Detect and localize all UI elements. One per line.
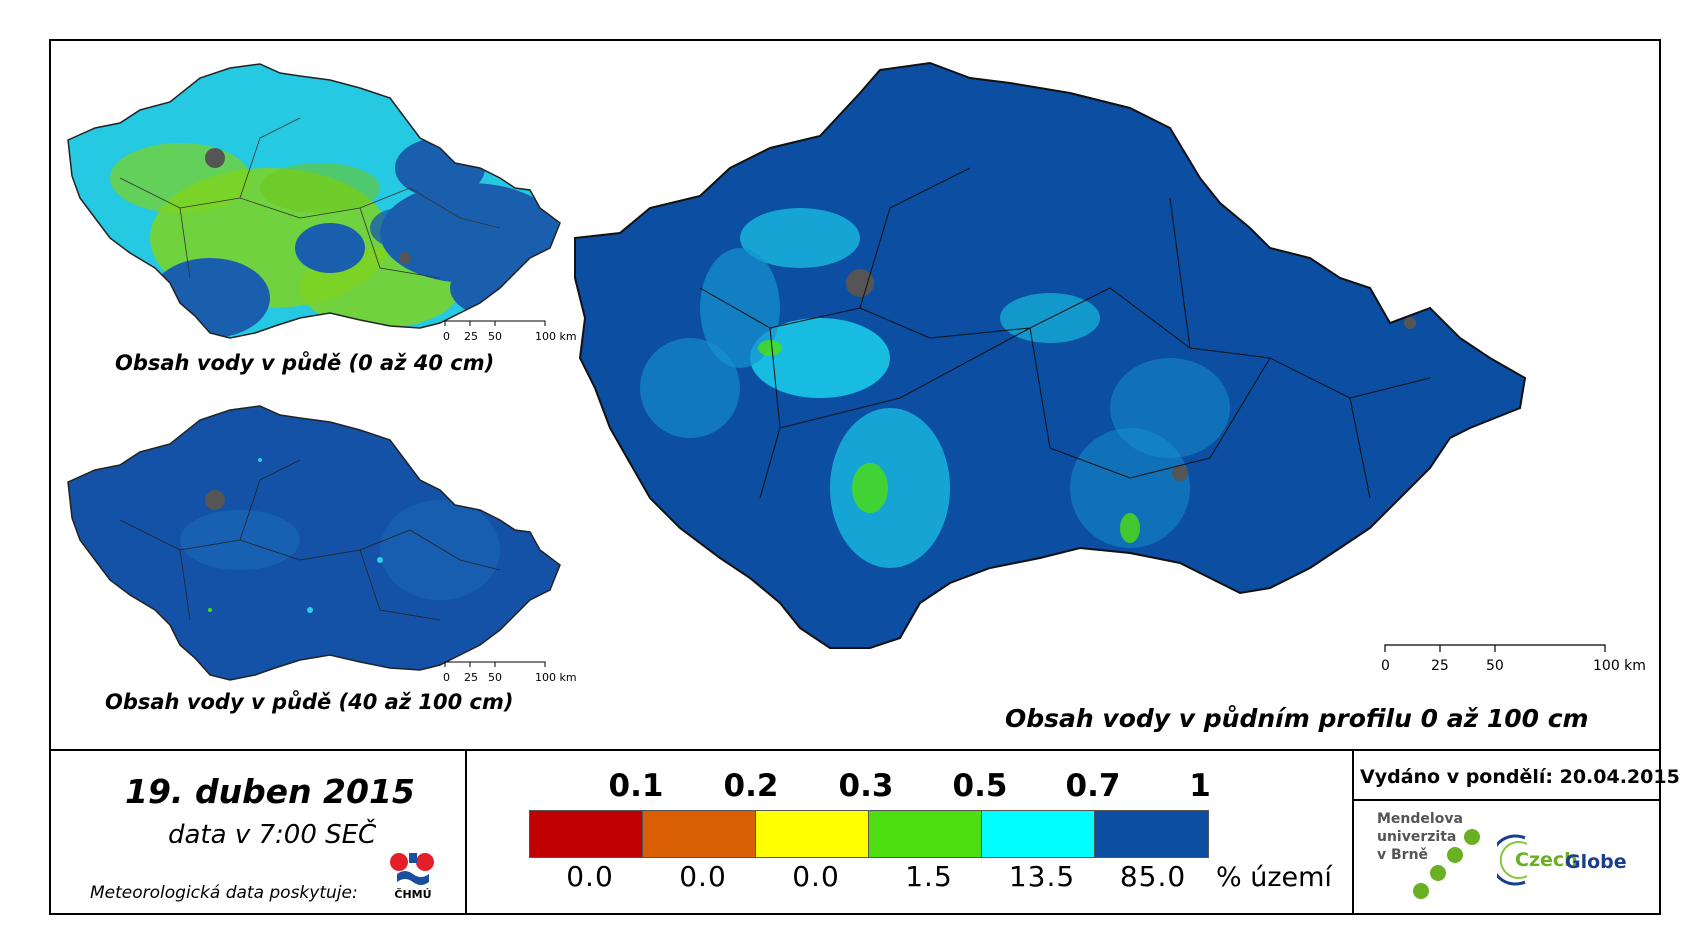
map-subsoil bbox=[67, 405, 561, 681]
map-title-subsoil: Obsah vody v půdě (40 až 100 cm) bbox=[105, 690, 514, 714]
mendel-line: Mendelova bbox=[1377, 811, 1463, 827]
legend-class-upper: 0.1 bbox=[608, 768, 664, 804]
legend-percent: 13.5 bbox=[1008, 860, 1076, 893]
mendel-line: univerzita bbox=[1377, 829, 1457, 845]
figure-frame bbox=[49, 39, 1661, 915]
legend-class-upper: 0.3 bbox=[838, 768, 894, 804]
legend-percent: 0.0 bbox=[792, 860, 840, 893]
scale-tick: 25 bbox=[464, 330, 478, 343]
legend-percent: 1.5 bbox=[905, 860, 953, 893]
divider-issued bbox=[1352, 799, 1661, 801]
legend-swatch bbox=[756, 811, 869, 857]
scalebar-top-left: 0 25 50 100 km bbox=[443, 320, 577, 343]
issued-date: Vydáno v pondělí: 20.04.2015 bbox=[1360, 766, 1680, 788]
legend-swatch bbox=[869, 811, 982, 857]
divider-vertical bbox=[465, 749, 467, 915]
legend-class-upper: 0.5 bbox=[952, 768, 1008, 804]
chmu-logo: ČHMÚ bbox=[390, 853, 434, 900]
map-title-main: Obsah vody v půdním profilu 0 až 100 cm bbox=[1005, 704, 1589, 733]
scale-tick: 50 bbox=[488, 671, 502, 684]
map-topsoil bbox=[67, 63, 561, 339]
scalebar-bottom-left: 0 25 50 100 km bbox=[443, 661, 577, 684]
legend-percent: 0.0 bbox=[679, 860, 727, 893]
scale-tick: 50 bbox=[488, 330, 502, 343]
mendel-line: v Brně bbox=[1377, 847, 1429, 863]
scale-tick: 100 km bbox=[535, 330, 577, 343]
date-label: 19. duben 2015 bbox=[125, 772, 415, 811]
legend-color-bar bbox=[529, 810, 1209, 858]
legend-class-upper: 0.7 bbox=[1065, 768, 1121, 804]
legend-swatch bbox=[530, 811, 643, 857]
scale-tick: 0 bbox=[1381, 658, 1390, 674]
mendel-logo-text: Mendelova univerzita v Brně bbox=[1377, 810, 1463, 864]
czechglobe-czech: Czech bbox=[1515, 849, 1578, 871]
scale-tick: 0 bbox=[443, 330, 450, 343]
legend-class-upper: 0.2 bbox=[723, 768, 779, 804]
legend-swatch bbox=[982, 811, 1095, 857]
provider-label: Meteorologická data poskytuje: bbox=[90, 883, 358, 903]
legend-percent: 0.0 bbox=[566, 860, 614, 893]
map-title-topsoil: Obsah vody v půdě (0 až 40 cm) bbox=[115, 351, 495, 375]
legend-unit: % území bbox=[1216, 862, 1332, 893]
legend-class-upper: 1 bbox=[1189, 768, 1211, 804]
time-label: data v 7:00 SEČ bbox=[168, 820, 377, 850]
scale-tick: 100 km bbox=[1593, 658, 1646, 674]
scalebar-main: 0 25 50 100 km bbox=[1381, 644, 1646, 674]
legend-percent: 85.0 bbox=[1119, 860, 1187, 893]
scale-tick: 25 bbox=[464, 671, 478, 684]
chmu-logo-text: ČHMÚ bbox=[394, 888, 431, 900]
divider-horizontal bbox=[49, 749, 1661, 751]
scale-tick: 100 km bbox=[535, 671, 577, 684]
map-main-profile bbox=[574, 61, 1527, 649]
czechglobe-logo: Czech Globe bbox=[1497, 834, 1627, 886]
legend-swatch bbox=[1095, 811, 1208, 857]
scale-tick: 50 bbox=[1486, 658, 1504, 674]
czechglobe-globe: Globe bbox=[1565, 851, 1627, 873]
legend-swatch bbox=[643, 811, 756, 857]
divider-vertical bbox=[1352, 749, 1354, 915]
scale-tick: 0 bbox=[443, 671, 450, 684]
mendel-logo-dots bbox=[1413, 829, 1480, 899]
scale-tick: 25 bbox=[1431, 658, 1449, 674]
